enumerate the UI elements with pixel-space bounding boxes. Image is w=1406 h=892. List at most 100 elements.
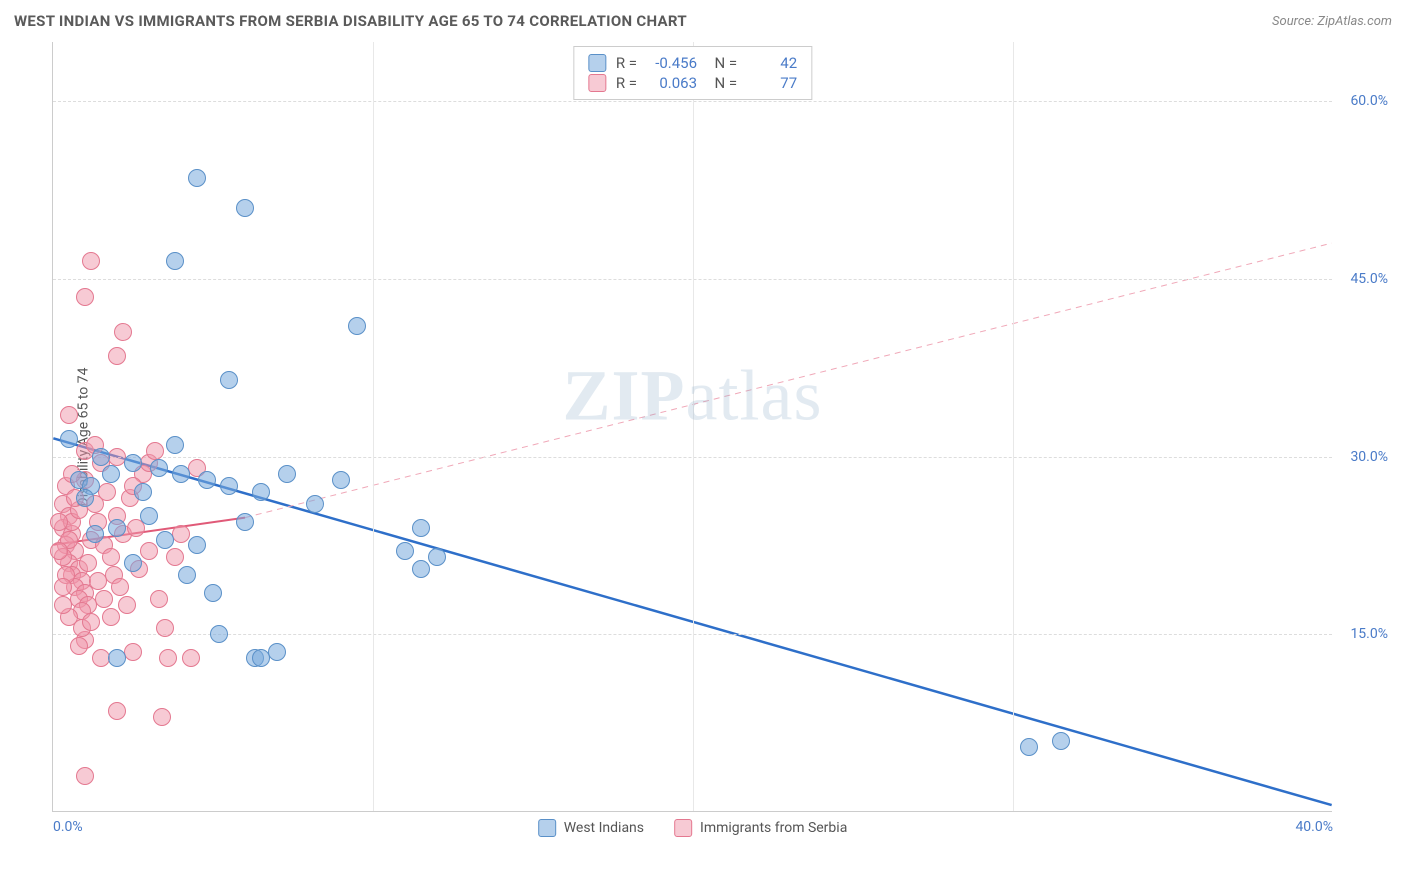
source-attribution: Source: ZipAtlas.com bbox=[1272, 14, 1392, 29]
data-point bbox=[220, 477, 238, 495]
data-point bbox=[50, 542, 68, 560]
data-point bbox=[54, 596, 72, 614]
chart-header: WEST INDIAN VS IMMIGRANTS FROM SERBIA DI… bbox=[14, 12, 1392, 30]
data-point bbox=[159, 649, 177, 667]
gridline-v bbox=[693, 42, 694, 811]
data-point bbox=[166, 548, 184, 566]
data-point bbox=[76, 288, 94, 306]
data-point bbox=[428, 548, 446, 566]
data-point bbox=[102, 548, 120, 566]
data-point bbox=[166, 252, 184, 270]
y-tick-label: 30.0% bbox=[1350, 449, 1388, 465]
data-point bbox=[153, 708, 171, 726]
data-point bbox=[79, 554, 97, 572]
data-point bbox=[98, 483, 116, 501]
y-tick-label: 45.0% bbox=[1350, 271, 1388, 287]
data-point bbox=[108, 702, 126, 720]
data-point bbox=[124, 643, 142, 661]
data-point bbox=[111, 578, 129, 596]
r-label: R = bbox=[616, 74, 637, 92]
legend-label: Immigrants from Serbia bbox=[700, 820, 847, 836]
data-point bbox=[412, 560, 430, 578]
data-point bbox=[278, 465, 296, 483]
legend-label: West Indians bbox=[564, 820, 644, 836]
data-point bbox=[172, 525, 190, 543]
data-point bbox=[54, 578, 72, 596]
data-point bbox=[396, 542, 414, 560]
data-point bbox=[178, 566, 196, 584]
data-point bbox=[268, 643, 286, 661]
data-point bbox=[236, 513, 254, 531]
data-point bbox=[108, 649, 126, 667]
data-point bbox=[82, 613, 100, 631]
legend-row-blue: R = -0.456 N = 42 bbox=[588, 53, 797, 73]
data-point bbox=[1020, 738, 1038, 756]
data-point bbox=[146, 442, 164, 460]
data-point bbox=[50, 513, 68, 531]
data-point bbox=[140, 542, 158, 560]
swatch-pink-icon bbox=[674, 819, 692, 837]
plot-area: ZIPatlas R = -0.456 N = 42 R = 0.063 N =… bbox=[52, 42, 1332, 812]
r-label: R = bbox=[616, 54, 637, 72]
data-point bbox=[92, 448, 110, 466]
data-point bbox=[188, 536, 206, 554]
data-point bbox=[236, 199, 254, 217]
data-point bbox=[252, 483, 270, 501]
data-point bbox=[86, 525, 104, 543]
legend-item-west-indians: West Indians bbox=[538, 819, 644, 837]
data-point bbox=[172, 465, 190, 483]
data-point bbox=[102, 608, 120, 626]
data-point bbox=[188, 169, 206, 187]
data-point bbox=[210, 625, 228, 643]
chart-container: Disability Age 65 to 74 ZIPatlas R = -0.… bbox=[44, 42, 1392, 832]
data-point bbox=[412, 519, 430, 537]
y-tick-label: 60.0% bbox=[1350, 93, 1388, 109]
data-point bbox=[124, 454, 142, 472]
gridline-v bbox=[373, 42, 374, 811]
chart-title: WEST INDIAN VS IMMIGRANTS FROM SERBIA DI… bbox=[14, 12, 687, 30]
data-point bbox=[198, 471, 216, 489]
swatch-pink-icon bbox=[588, 74, 606, 92]
data-point bbox=[114, 323, 132, 341]
data-point bbox=[182, 649, 200, 667]
data-point bbox=[166, 436, 184, 454]
data-point bbox=[60, 430, 78, 448]
data-point bbox=[108, 519, 126, 537]
data-point bbox=[70, 637, 88, 655]
n-value-blue: 42 bbox=[747, 54, 797, 72]
data-point bbox=[134, 483, 152, 501]
gridline-v bbox=[1013, 42, 1014, 811]
swatch-blue-icon bbox=[538, 819, 556, 837]
x-tick-label: 40.0% bbox=[1295, 819, 1333, 835]
data-point bbox=[150, 590, 168, 608]
n-label: N = bbox=[707, 54, 737, 72]
trend-line bbox=[245, 243, 1332, 517]
series-legend: West Indians Immigrants from Serbia bbox=[538, 819, 848, 837]
legend-item-serbia: Immigrants from Serbia bbox=[674, 819, 847, 837]
watermark-zip: ZIP bbox=[563, 355, 686, 435]
data-point bbox=[150, 459, 168, 477]
data-point bbox=[156, 531, 174, 549]
data-point bbox=[76, 489, 94, 507]
r-value-blue: -0.456 bbox=[647, 54, 697, 72]
data-point bbox=[89, 572, 107, 590]
data-point bbox=[156, 619, 174, 637]
correlation-legend: R = -0.456 N = 42 R = 0.063 N = 77 bbox=[573, 46, 812, 100]
swatch-blue-icon bbox=[588, 54, 606, 72]
data-point bbox=[220, 371, 238, 389]
y-tick-label: 15.0% bbox=[1350, 626, 1388, 642]
data-point bbox=[204, 584, 222, 602]
r-value-pink: 0.063 bbox=[647, 74, 697, 92]
data-point bbox=[306, 495, 324, 513]
data-point bbox=[108, 347, 126, 365]
data-point bbox=[76, 767, 94, 785]
data-point bbox=[60, 406, 78, 424]
data-point bbox=[332, 471, 350, 489]
watermark-atlas: atlas bbox=[686, 355, 823, 435]
data-point bbox=[102, 465, 120, 483]
x-tick-label: 0.0% bbox=[53, 819, 83, 835]
data-point bbox=[124, 554, 142, 572]
data-point bbox=[1052, 732, 1070, 750]
data-point bbox=[348, 317, 366, 335]
data-point bbox=[118, 596, 136, 614]
